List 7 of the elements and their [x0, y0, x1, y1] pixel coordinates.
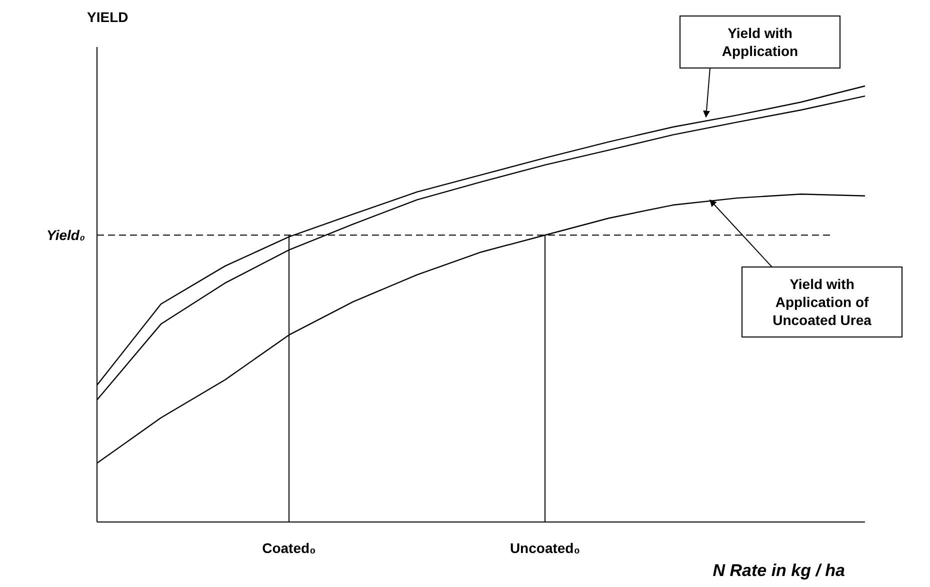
x-tick-label: Coated₀	[262, 540, 316, 556]
x-axis-title: N Rate in kg / ha	[712, 561, 845, 580]
text: Yield with Application	[722, 25, 798, 59]
x-tick-label: Uncoated₀	[510, 540, 580, 556]
ref-line-label: Yield₀	[46, 227, 86, 244]
y-axis-title: YIELD	[87, 9, 128, 25]
annotation: Yield with Application of Uncoated Urea	[772, 276, 872, 328]
